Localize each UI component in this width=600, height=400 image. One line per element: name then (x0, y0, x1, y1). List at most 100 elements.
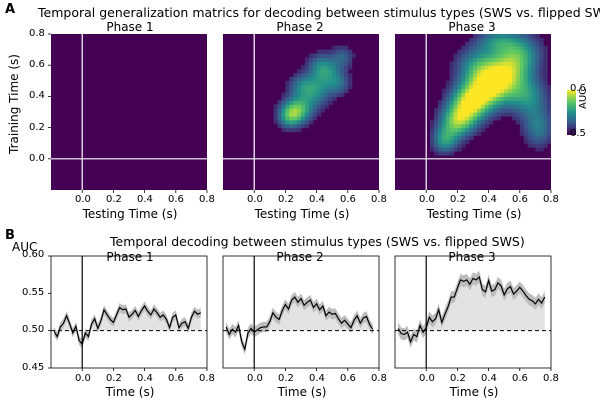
heatmap-2-cell (277, 123, 283, 129)
panel-a-suptitle: Temporal generalization matrics for deco… (38, 5, 600, 20)
heatmap-2-cell (328, 57, 333, 62)
heatmap-3-cell (531, 123, 536, 129)
heatmap-3-cell (512, 73, 517, 78)
heatmap-3-cell (473, 73, 478, 78)
heatmap-2-cell (332, 53, 337, 58)
heatmap-3-cell (469, 104, 474, 109)
heatmap-3-cell (465, 84, 470, 90)
heatmap-3-cell (519, 123, 525, 129)
heatmap-2-cell (285, 88, 290, 94)
heatmap-2-cell (328, 84, 333, 90)
heatmap-3-cell (492, 108, 497, 113)
heatmap-2-cell (297, 80, 302, 86)
heatmap-3-cell (543, 69, 548, 74)
heatmap-3-cell (449, 135, 455, 140)
heatmap-3-cell (531, 73, 536, 78)
heatmap-3-cell (449, 61, 455, 66)
heatmap-3-cell (539, 88, 544, 94)
heatmap-2-cell (336, 84, 341, 90)
heatmap-2-cell (332, 65, 337, 70)
heatmap-3-cell (488, 49, 494, 55)
heatmap-2-cell (297, 115, 302, 121)
heatmap-2-cell (312, 69, 318, 74)
heatmap-3-cell (543, 108, 548, 113)
heatmap-3-cell (523, 57, 529, 62)
heatmap-2-cell (297, 123, 302, 129)
heatmap-3-cell (465, 61, 470, 66)
heatmap-3-cell (488, 100, 494, 105)
heatmap-3-cell (539, 115, 544, 121)
heatmap-3-cell (484, 34, 490, 39)
decoding-3-xlabel: Time (s) (449, 385, 499, 399)
heatmap-3-cell (484, 92, 490, 97)
heatmap-1-background (51, 34, 207, 190)
heatmap-3-cell (461, 76, 466, 82)
heatmap-3-cell (539, 92, 544, 97)
decoding-2-xtick: 0.8 (371, 373, 387, 384)
heatmap-3-cell (457, 108, 462, 113)
heatmap-3-cell (512, 92, 517, 97)
heatmap-3-cell (445, 123, 451, 129)
heatmap-3-cell (445, 147, 451, 152)
heatmap-3-cell (453, 123, 458, 129)
heatmap-3-cell (473, 96, 478, 101)
heatmap-3-cell (465, 73, 470, 78)
heatmap-3-cell (539, 65, 544, 70)
heatmap-2-cell (351, 53, 357, 58)
heatmap-3-cell (535, 61, 540, 66)
heatmap-3-cell (496, 34, 501, 39)
heatmap-3-cell (465, 131, 470, 136)
heatmap-2-cell (281, 115, 286, 121)
heatmap-3-cell (543, 76, 548, 82)
decoding-2-significance-fill (226, 297, 373, 331)
heatmap-3-cell (512, 76, 517, 82)
heatmap-3-cell (484, 41, 490, 47)
heatmap-3-cell (535, 41, 540, 47)
heatmap-3-cell (535, 76, 540, 82)
heatmap-3-cell (504, 41, 509, 47)
heatmap-3-cell (519, 34, 525, 39)
heatmap-2-cell (304, 69, 310, 74)
heatmap-3-cell (449, 104, 455, 109)
heatmap-3-cell (480, 49, 486, 55)
heatmap-3-cell (539, 49, 544, 55)
heatmap-2-cell (293, 88, 298, 94)
heatmap-2-cell (289, 123, 294, 129)
heatmap-3-cell (543, 131, 548, 136)
heatmap-3-cell (476, 80, 482, 86)
heatmap-3-cell (437, 115, 443, 121)
heatmap-2-cell (297, 112, 302, 117)
heatmap-3-cell (508, 96, 513, 101)
heatmap-3-cell (523, 135, 529, 140)
heatmap-3-cell (465, 127, 470, 133)
heatmap-3-cell (527, 135, 533, 140)
heatmap-2-cell (308, 73, 314, 78)
heatmap-3-cell (465, 135, 470, 140)
heatmap-3-cell (539, 131, 544, 136)
heatmap-3-cell (512, 41, 517, 47)
heatmap-3-cell (469, 65, 474, 70)
heatmap-2-cell (289, 92, 294, 97)
decoding-1-auc-line (53, 304, 202, 346)
heatmap-3-cell (531, 112, 536, 117)
heatmap-2-cell (289, 96, 294, 101)
heatmap-3-cell (437, 143, 443, 148)
heatmap-3-cell (457, 61, 462, 66)
heatmap-3-cell (523, 131, 529, 136)
heatmap-2-cell (289, 80, 294, 86)
heatmap-3-cell (457, 84, 462, 90)
heatmap-3-cell (476, 65, 482, 70)
heatmap-3-cell (535, 100, 540, 105)
heatmap-3-cell (449, 96, 455, 101)
heatmap-3-cell (445, 151, 451, 156)
heatmap-3-cell (430, 135, 435, 140)
heatmap-3-cell (508, 69, 513, 74)
heatmap-3-cell (523, 49, 529, 55)
heatmap-2-cell (301, 119, 306, 125)
heatmap-3-cell (527, 34, 533, 39)
heatmap-3-cell (469, 41, 474, 47)
heatmap-3-cell (515, 80, 521, 86)
heatmap-3-cell (519, 57, 525, 62)
heatmap-3-cell (492, 80, 497, 86)
heatmap-2-cell (316, 53, 322, 58)
